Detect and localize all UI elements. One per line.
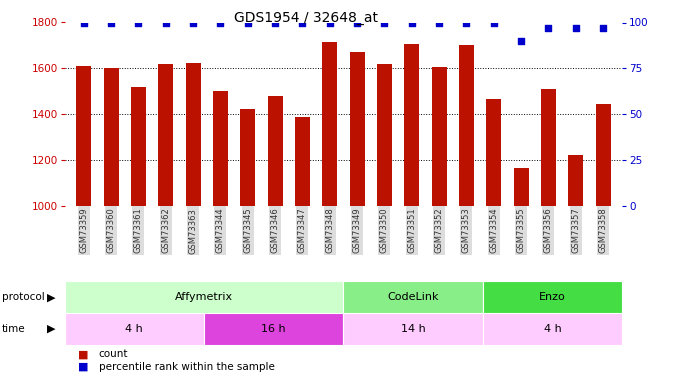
Bar bbox=[65, 281, 343, 313]
Bar bbox=[267, 96, 283, 206]
Point bbox=[188, 20, 199, 26]
Bar bbox=[213, 92, 228, 206]
Text: time: time bbox=[2, 324, 26, 334]
Bar bbox=[568, 154, 583, 206]
Text: GDS1954 / 32648_at: GDS1954 / 32648_at bbox=[234, 11, 378, 25]
Point bbox=[515, 38, 526, 44]
Point bbox=[598, 25, 609, 31]
Bar bbox=[513, 168, 528, 206]
Point bbox=[434, 20, 445, 26]
Text: CodeLink: CodeLink bbox=[388, 292, 439, 302]
Text: ▶: ▶ bbox=[48, 324, 56, 334]
Point bbox=[242, 20, 253, 26]
Point bbox=[543, 25, 554, 31]
Point bbox=[297, 20, 308, 26]
Text: ■: ■ bbox=[78, 362, 88, 372]
Text: 4 h: 4 h bbox=[543, 324, 562, 334]
Bar bbox=[377, 64, 392, 206]
Text: ■: ■ bbox=[78, 350, 88, 359]
Bar bbox=[204, 313, 343, 345]
Point bbox=[133, 20, 144, 26]
Point bbox=[488, 20, 499, 26]
Point bbox=[78, 20, 89, 26]
Point bbox=[379, 20, 390, 26]
Bar bbox=[596, 104, 611, 206]
Text: percentile rank within the sample: percentile rank within the sample bbox=[99, 362, 275, 372]
Point bbox=[160, 20, 171, 26]
Bar bbox=[432, 67, 447, 206]
Bar bbox=[65, 313, 204, 345]
Point bbox=[270, 20, 281, 26]
Point bbox=[461, 20, 472, 26]
Bar bbox=[350, 53, 364, 206]
Bar bbox=[295, 117, 310, 206]
Text: 16 h: 16 h bbox=[261, 324, 286, 334]
Text: protocol: protocol bbox=[2, 292, 45, 302]
Point bbox=[215, 20, 226, 26]
Text: Enzo: Enzo bbox=[539, 292, 566, 302]
Bar bbox=[483, 281, 622, 313]
Text: 4 h: 4 h bbox=[125, 324, 143, 334]
Point bbox=[105, 20, 116, 26]
Text: count: count bbox=[99, 350, 128, 359]
Bar bbox=[103, 68, 118, 206]
Point bbox=[352, 20, 362, 26]
Bar bbox=[186, 63, 201, 206]
Bar bbox=[404, 44, 420, 206]
Bar bbox=[483, 313, 622, 345]
Text: Affymetrix: Affymetrix bbox=[175, 292, 233, 302]
Text: ▶: ▶ bbox=[48, 292, 56, 302]
Bar bbox=[158, 64, 173, 206]
Bar bbox=[322, 42, 337, 206]
Bar bbox=[541, 89, 556, 206]
Text: 14 h: 14 h bbox=[401, 324, 426, 334]
Point bbox=[571, 25, 581, 31]
Bar bbox=[343, 281, 483, 313]
Bar bbox=[486, 99, 501, 206]
Point bbox=[406, 20, 417, 26]
Bar bbox=[240, 109, 255, 206]
Bar bbox=[76, 66, 91, 206]
Bar bbox=[343, 313, 483, 345]
Point bbox=[324, 20, 335, 26]
Bar bbox=[459, 45, 474, 206]
Bar bbox=[131, 87, 146, 206]
